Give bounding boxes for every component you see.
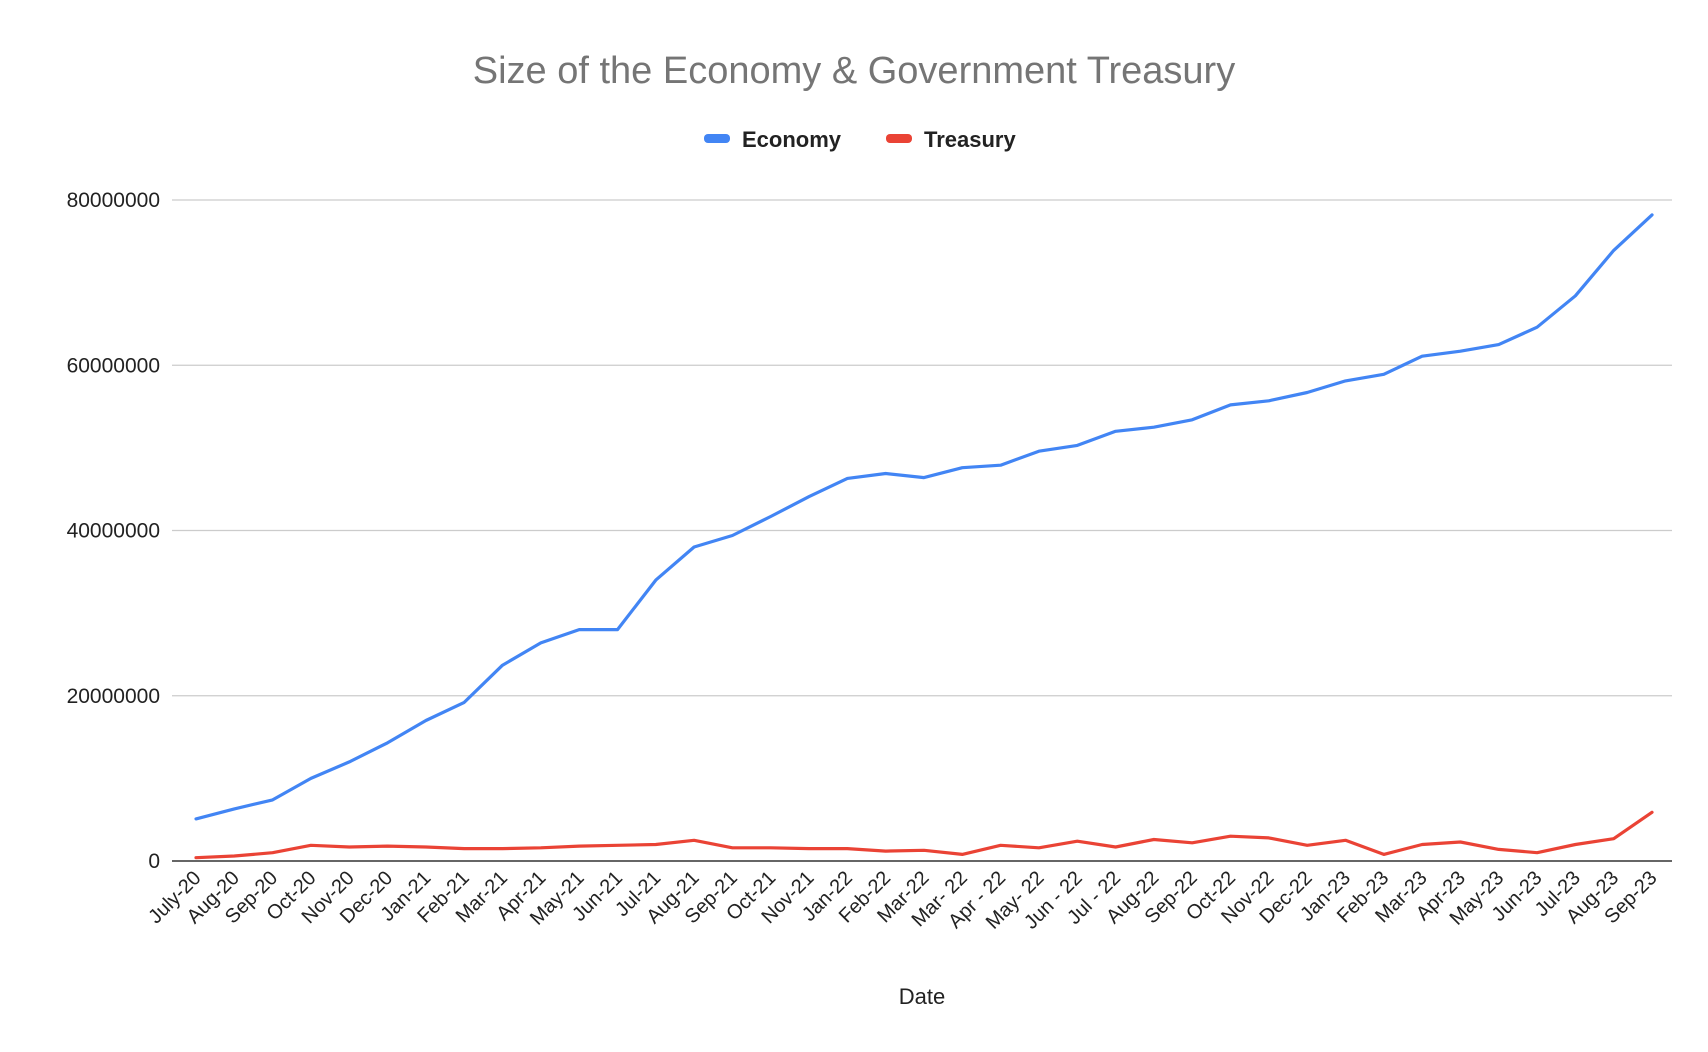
y-tick-label: 60000000 xyxy=(67,354,160,377)
legend-label-economy: Economy xyxy=(742,127,842,152)
gridlines xyxy=(172,199,1672,697)
y-tick-label: 80000000 xyxy=(67,189,160,212)
series-line-treasury xyxy=(194,810,1654,860)
y-tick-label: 0 xyxy=(148,850,160,873)
legend: Economy Treasury xyxy=(704,127,1016,152)
x-axis-ticks: July-20Aug-20Sep-20Oct-20Nov-20Dec-20Jan… xyxy=(144,867,1661,934)
legend-label-treasury: Treasury xyxy=(924,127,1016,152)
y-tick-label: 40000000 xyxy=(67,520,160,543)
legend-swatch-economy xyxy=(704,134,730,143)
legend-swatch-treasury xyxy=(886,134,912,143)
series-lines xyxy=(194,213,1654,860)
chart-title: Size of the Economy & Government Treasur… xyxy=(473,50,1235,92)
x-axis-label: Date xyxy=(899,984,945,1009)
y-tick-label: 20000000 xyxy=(67,685,160,708)
y-axis-ticks: 0 20000000 40000000 60000000 80000000 xyxy=(67,189,160,873)
series-line-economy xyxy=(194,213,1654,821)
